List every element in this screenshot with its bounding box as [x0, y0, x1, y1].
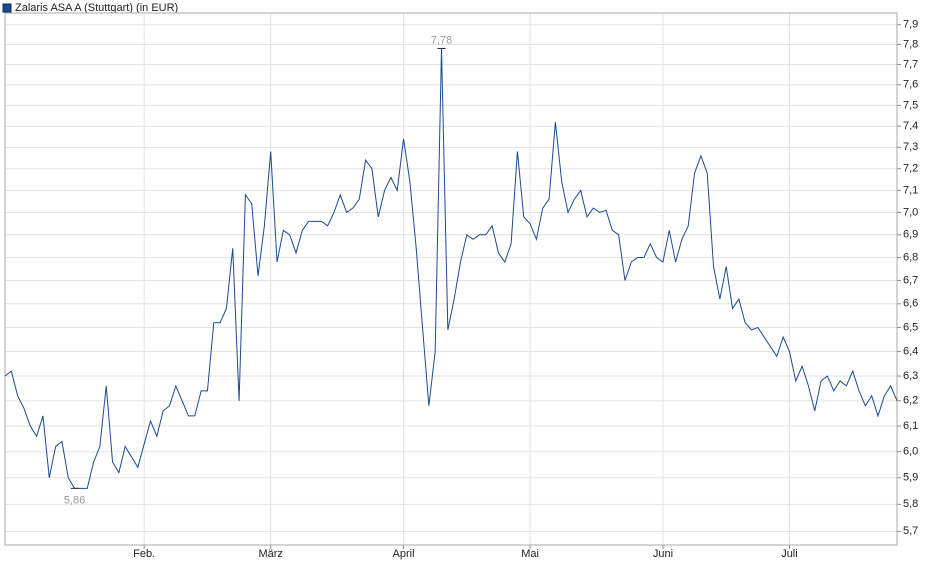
y-tick-label: 7,7: [903, 58, 918, 70]
price-line: [4, 48, 898, 489]
y-tick-label: 7,0: [903, 206, 918, 218]
y-tick-label: 6,5: [903, 321, 918, 333]
y-tick-label: 6,1: [903, 420, 918, 432]
y-tick-label: 6,6: [903, 298, 918, 310]
x-tick-label: Mai: [521, 548, 539, 560]
y-tick-label: 7,4: [903, 120, 918, 132]
legend-swatch: [2, 3, 12, 13]
legend-label: Zalaris ASA A (Stuttgart) (in EUR): [15, 2, 178, 14]
plot-frame: [4, 12, 898, 546]
y-tick-label: 6,8: [903, 251, 918, 263]
y-tick-label: 5,8: [903, 498, 918, 510]
x-tick-label: Juli: [781, 548, 798, 560]
y-tick-label: 7,2: [903, 163, 918, 175]
plot-area: [4, 12, 898, 546]
y-tick-label: 6,4: [903, 345, 918, 357]
y-tick-label: 7,9: [903, 19, 918, 31]
y-tick-label: 5,7: [903, 525, 918, 537]
y-tick-label: 6,2: [903, 395, 918, 407]
x-tick-label: Feb.: [133, 548, 155, 560]
y-tick-label: 6,0: [903, 446, 918, 458]
x-tick-label: Juni: [653, 548, 673, 560]
y-tick-label: 7,3: [903, 141, 918, 153]
y-tick-label: 7,1: [903, 184, 918, 196]
y-tick-label: 6,3: [903, 370, 918, 382]
y-tick-label: 7,8: [903, 38, 918, 50]
annotation: 7,78: [431, 34, 452, 46]
y-tick-label: 7,5: [903, 99, 918, 111]
annotation: 5,86: [64, 494, 85, 506]
y-tick-label: 6,7: [903, 274, 918, 286]
x-tick-label: März: [258, 548, 282, 560]
y-tick-label: 5,9: [903, 472, 918, 484]
y-tick-label: 6,9: [903, 229, 918, 241]
x-tick-label: April: [393, 548, 415, 560]
y-tick-label: 7,6: [903, 79, 918, 91]
